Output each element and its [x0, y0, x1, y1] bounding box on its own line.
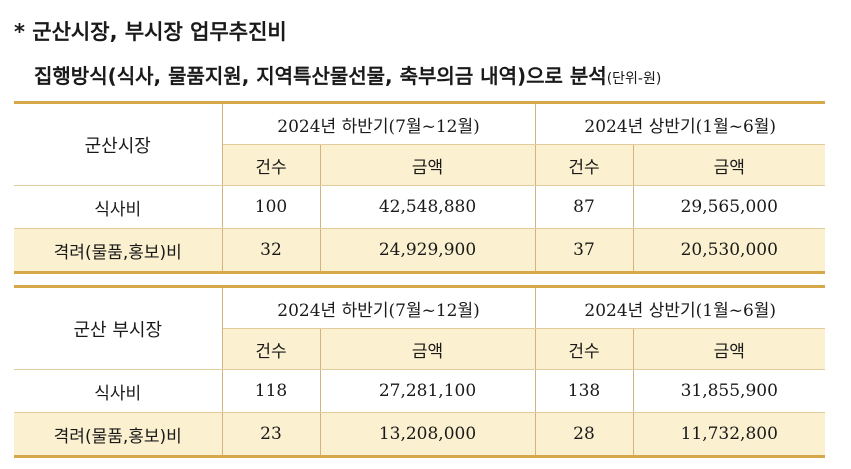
amount-cell: 27,281,100	[319, 369, 536, 413]
title-line-2: 집행방식(식사, 물품지원, 지역특산물선물, 축부의금 내역)으로 분석(단위…	[34, 60, 661, 89]
col-amount-header: 금액	[319, 144, 536, 186]
amount-cell: 11,732,800	[632, 412, 825, 458]
col-amount-header: 금액	[632, 144, 825, 186]
amount-cell: 31,855,900	[632, 369, 825, 413]
count-cell: 100	[221, 185, 321, 229]
table-row: 식사비 100 42,548,880 87 29,565,000	[14, 185, 825, 229]
count-cell: 118	[221, 369, 321, 413]
table-name-cell: 군산 부시장	[14, 285, 223, 370]
row-label: 식사비	[14, 185, 223, 229]
amount-cell: 13,208,000	[319, 412, 536, 458]
count-cell: 37	[534, 228, 634, 274]
title-line-1: * 군산시장, 부시장 업무추진비	[14, 20, 287, 44]
count-cell: 32	[221, 228, 321, 274]
col-count-header: 건수	[534, 328, 634, 370]
row-label: 격려(물품,홍보)비	[14, 412, 223, 458]
table-row: 식사비 118 27,281,100 138 31,855,900	[14, 369, 825, 413]
amount-cell: 42,548,880	[319, 185, 536, 229]
row-label: 격려(물품,홍보)비	[14, 228, 223, 274]
title-line-2-text: 집행방식(식사, 물품지원, 지역특산물선물, 축부의금 내역)으로 분석	[34, 64, 607, 88]
table-name-cell: 군산시장	[14, 101, 223, 186]
col-amount-header: 금액	[319, 328, 536, 370]
amount-cell: 20,530,000	[632, 228, 825, 274]
col-amount-header: 금액	[632, 328, 825, 370]
mayor-expense-table: 군산시장 2024년 하반기(7월~12월) 2024년 상반기(1월~6월) …	[14, 101, 825, 274]
count-cell: 87	[534, 185, 634, 229]
row-label: 식사비	[14, 369, 223, 413]
amount-cell: 29,565,000	[632, 185, 825, 229]
count-cell: 138	[534, 369, 634, 413]
col-count-header: 건수	[222, 144, 321, 186]
table-row: 격려(물품,홍보)비 23 13,208,000 28 11,732,800	[14, 412, 825, 458]
deputy-mayor-expense-table: 군산 부시장 2024년 하반기(7월~12월) 2024년 상반기(1월~6월…	[14, 285, 825, 458]
period-header-1st-half: 2024년 상반기(1월~6월)	[534, 101, 825, 145]
col-count-header: 건수	[222, 328, 321, 370]
table-row: 격려(물품,홍보)비 32 24,929,900 37 20,530,000	[14, 228, 825, 274]
count-cell: 23	[221, 412, 321, 458]
amount-cell: 24,929,900	[319, 228, 536, 274]
period-header-2nd-half: 2024년 하반기(7월~12월)	[221, 101, 536, 145]
col-count-header: 건수	[534, 144, 634, 186]
period-header-2nd-half: 2024년 하반기(7월~12월)	[221, 285, 536, 329]
period-header-1st-half: 2024년 상반기(1월~6월)	[534, 285, 825, 329]
unit-note: (단위-원)	[606, 71, 662, 87]
count-cell: 28	[534, 412, 634, 458]
